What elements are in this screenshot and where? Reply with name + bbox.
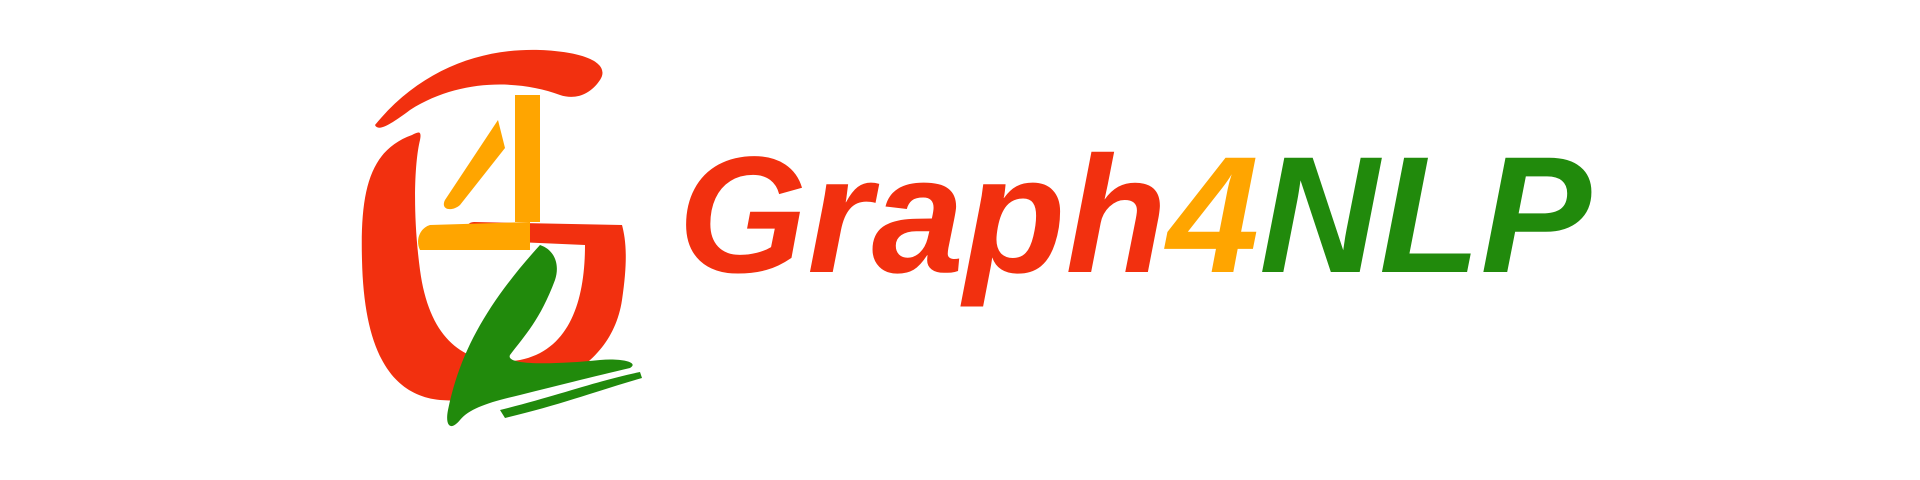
icon-brush [447,245,633,427]
wordmark-part: NLP [1259,123,1591,308]
icon-brush-streak [500,372,642,418]
wordmark-part: 4 [1164,123,1259,308]
icon-g-body [361,132,626,401]
icon-arc-top [375,49,603,128]
icon-four-bar [418,222,530,250]
logo-icon [361,49,642,427]
icon-four-diagonal [443,120,505,210]
logo-wordmark: Graph4NLP [678,123,1591,308]
icon-four-stem [515,95,540,222]
wordmark-part: Graph [678,123,1167,308]
